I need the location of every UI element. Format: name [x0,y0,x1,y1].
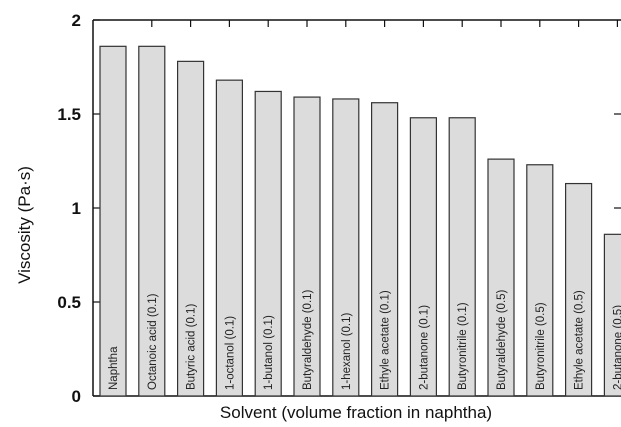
y-axis-title: Viscosity (Pa·s) [15,166,34,284]
bar [409,117,437,397]
bar [603,233,621,397]
bar [215,79,243,397]
bar-category-label: 1-hexanol (0.1) [341,312,353,390]
x-axis-title: Solvent (volume fraction in naphtha) [220,403,492,422]
bar-category-label: Butyronitrile (0.1) [457,302,469,390]
bar-category-label: Ethyle acetate (0.1) [380,290,392,390]
bar-category-label: Butyric acid (0.1) [186,304,198,390]
bar-category-label: 2-butanone (0.1) [418,305,430,390]
bar-category-label: Octanoic acid (0.1) [147,293,159,390]
bar [371,102,399,397]
bar [526,164,554,397]
bar-series: Naphtha Octanoic acid (0.1) Butyric acid (… [99,45,621,397]
bar-category-label: 2-butanone (0.5) [612,305,621,390]
y-tick-label: 0.5 [57,293,81,312]
bar-category-label: Butyraldehyde (0.1) [302,289,314,390]
bar-category-label: Ethyle acetate (0.5) [574,290,586,390]
y-tick-label: 2 [72,11,81,30]
y-tick-labels: 0 0.5 1 1.5 2 [57,11,81,406]
y-tick-label: 1.5 [57,105,81,124]
bar [138,45,166,397]
bar [332,98,360,397]
bar-category-label: 1-butanol (0.1) [263,315,275,390]
bar [99,45,127,397]
bar [448,117,476,397]
bar-category-label: Butyronitrile (0.5) [535,302,547,390]
bar [254,90,282,397]
bar [487,158,515,397]
y-tick-label: 0 [72,387,81,406]
bar-category-label: Naphtha [108,346,120,390]
bar-category-label: 1-octanol (0.1) [224,316,236,390]
bar [293,96,321,397]
bar [177,60,205,397]
y-tick-label: 1 [72,199,81,218]
bar [564,182,593,397]
bar-category-label: Butyraldehyde (0.5) [496,289,508,390]
